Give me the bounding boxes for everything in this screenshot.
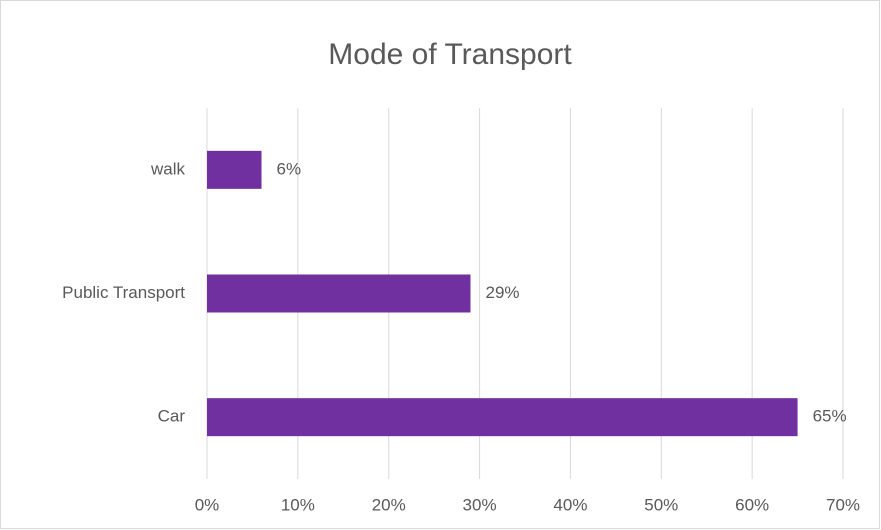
y-tick-label: Car [158, 407, 186, 426]
x-tick-label: 70% [826, 495, 860, 514]
x-tick-label: 40% [553, 495, 587, 514]
x-tick-label: 20% [372, 495, 406, 514]
bar [207, 274, 471, 313]
x-tick-label: 60% [735, 495, 769, 514]
data-label: 6% [277, 159, 302, 178]
y-tick-label: Public Transport [62, 283, 185, 302]
data-label: 29% [485, 283, 519, 302]
x-tick-label: 10% [281, 495, 315, 514]
x-tick-label: 30% [463, 495, 497, 514]
bar [207, 398, 798, 437]
chart-title: Mode of Transport [328, 38, 572, 71]
bar [207, 150, 262, 189]
x-tick-label: 50% [644, 495, 678, 514]
x-tick-label: 0% [195, 495, 220, 514]
y-tick-label: walk [150, 159, 186, 178]
data-label: 65% [813, 407, 847, 426]
